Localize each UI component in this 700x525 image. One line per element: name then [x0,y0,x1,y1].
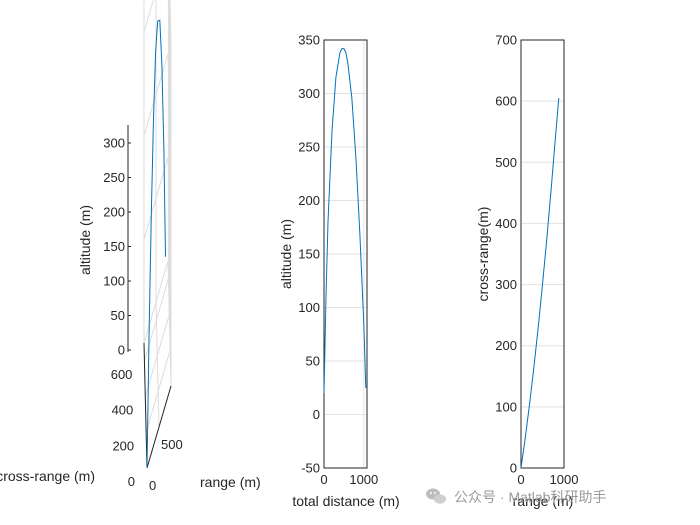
z-axis-label: altitude (m) [77,205,93,275]
y-tick-label: 50 [306,354,320,369]
z-tick-label: 150 [103,239,125,254]
x-tick-label: 0 [149,478,156,493]
x-tick-label: 1000 [349,472,378,487]
grid-line-top [143,0,172,45]
watermark: 公众号 · Matlab科研助手 [426,488,606,505]
z-tick-label: 200 [103,205,125,220]
x-tick-label: 0 [517,472,524,487]
z-tick-label: 0 [118,343,125,358]
y-tick-label: 300 [298,86,320,101]
grid-3 [520,39,565,469]
y-axis-label-2: altitude (m) [278,219,294,289]
grid-line-z [143,0,172,76]
z-tick-label: 300 [103,136,125,151]
y-axis-label: cross-range (m) [0,468,95,484]
watermark-text: 公众号 · Matlab科研助手 [454,489,606,505]
z-tick-labels: 0 50 100 150 200 250 300 [103,136,131,358]
trajectory-2 [323,48,367,394]
chart-3d: 0 50 100 150 200 250 300 0 200 400 600 0 500 altit… [0,0,261,493]
grid-line-y [145,8,171,433]
y-tick-label: 200 [112,438,134,453]
y-tick-label: 150 [298,247,320,262]
grid-line-y [143,0,169,361]
y-tick-label: 0 [510,461,517,476]
y-tick-label: 600 [111,367,133,382]
series-line [146,19,166,469]
y-tick-labels: 0 200 400 600 [111,367,135,489]
z-tick-label: 250 [103,170,125,185]
x-axis-line [146,385,172,469]
y-tick-label: -50 [301,461,320,476]
y-tick-label: 100 [495,399,517,414]
x-axis-label: range (m) [200,474,261,490]
y-tick-label: 400 [495,216,517,231]
y-tick-label: 500 [495,155,517,170]
y-axis-label-3: cross-range(m) [475,207,491,302]
trajectory-3 [520,98,560,469]
wechat-icon [426,488,446,504]
y-tick-label: 300 [495,277,517,292]
x-axis-label-3: range (m) [513,493,574,509]
y-tick-label: 0 [128,474,135,489]
series-line [323,48,367,394]
plot-box-3 [520,39,565,469]
z-tick-label: 100 [103,274,125,289]
z-tick-label: 50 [111,308,125,323]
series-line [520,98,560,469]
grid-line-x [155,0,160,428]
y-tick-label: 200 [495,338,517,353]
y-tick-label: 700 [495,33,517,48]
x-tick-label: 0 [320,472,327,487]
y-tick-label: 0 [313,407,320,422]
x-tick-label: 1000 [550,472,579,487]
x-tick-labels-2: 0 1000 [320,472,378,487]
grid-line-y [144,0,170,397]
y-tick-label: 250 [298,140,320,155]
y-tick-label: 400 [112,403,134,418]
y-tick-labels-2: -50 0 50 100 150 200 250 300 350 [298,33,320,476]
y-tick-label: 350 [298,33,320,48]
x-axis-label-2: total distance (m) [292,493,399,509]
y-tick-labels-3: 0 100 200 300 400 500 600 700 [495,33,517,476]
x-tick-labels: 0 500 [149,437,183,493]
x-tick-label: 500 [161,437,183,452]
y-tick-label: 200 [298,193,320,208]
chart-crossrange-range: 0 100 200 300 400 500 600 700 0 1000 cross-range… [475,33,578,510]
y-axis-line [143,342,148,469]
y-tick-label: 100 [298,300,320,315]
axes-3d [127,125,172,469]
trajectory-3d [146,19,166,469]
plot-box-2 [323,39,368,469]
y-tick-label: 600 [495,94,517,109]
x-tick-labels-3: 0 1000 [517,472,578,487]
